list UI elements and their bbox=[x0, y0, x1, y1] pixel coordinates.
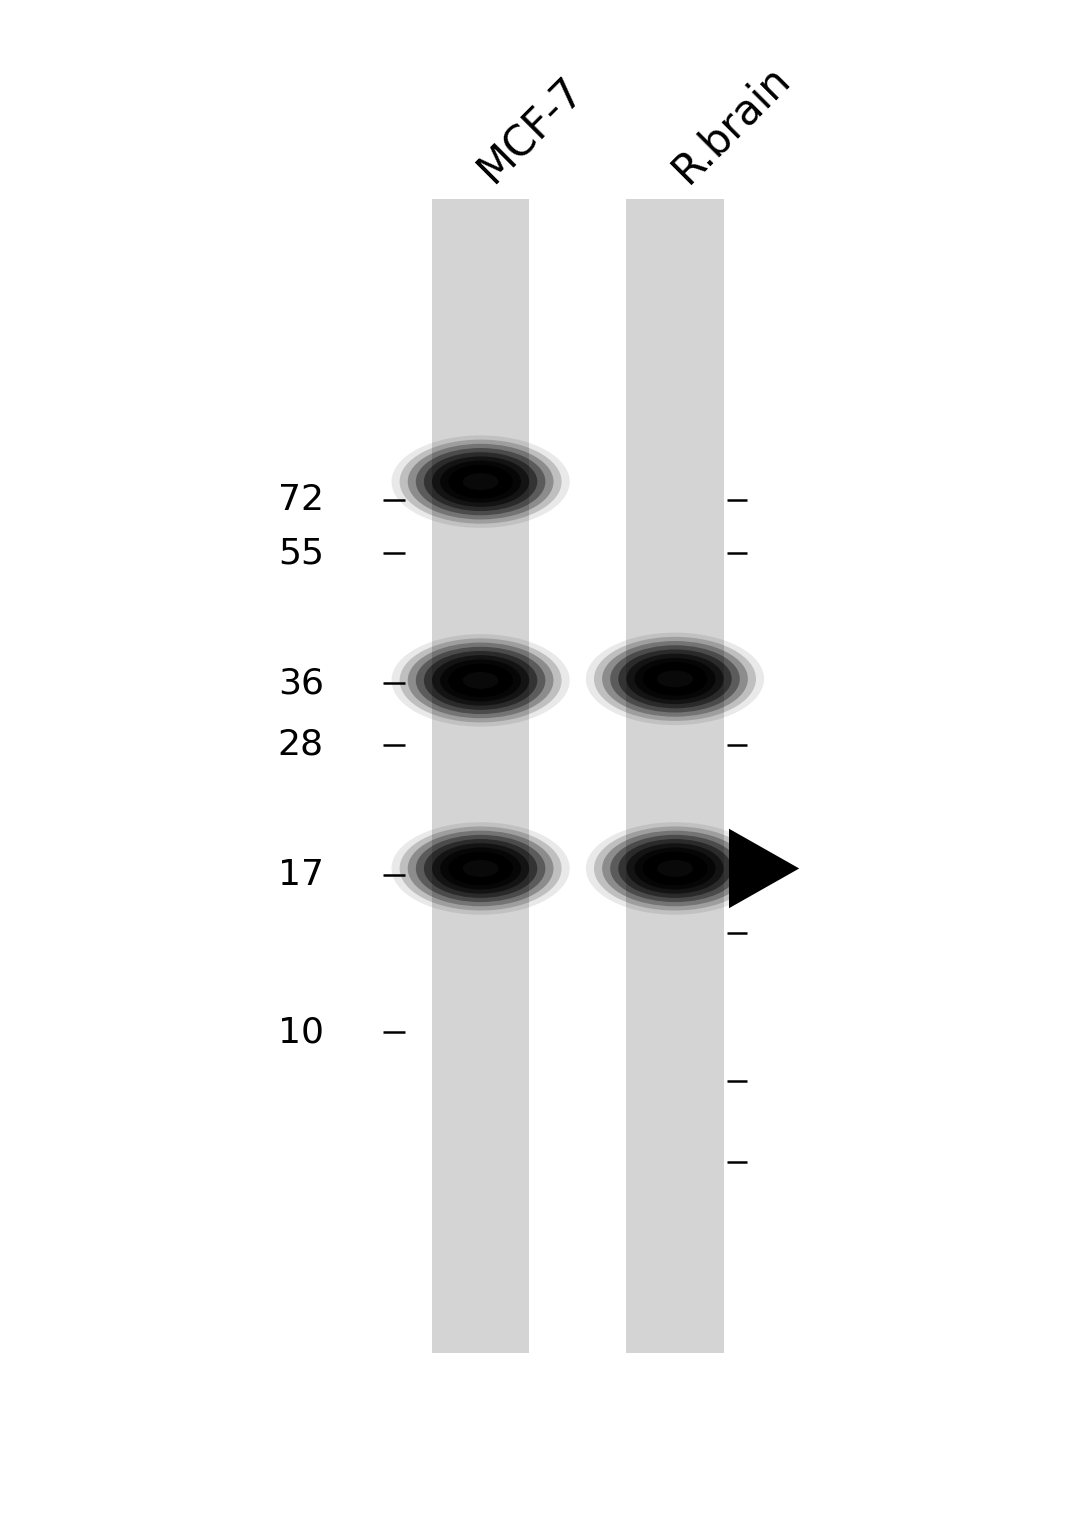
Ellipse shape bbox=[657, 859, 693, 876]
Ellipse shape bbox=[424, 839, 538, 898]
Ellipse shape bbox=[585, 823, 765, 914]
Bar bbox=[432, 199, 529, 1353]
Ellipse shape bbox=[391, 436, 570, 528]
Text: 36: 36 bbox=[278, 667, 324, 700]
Ellipse shape bbox=[594, 636, 756, 720]
Text: 72: 72 bbox=[278, 483, 324, 517]
Polygon shape bbox=[729, 829, 799, 908]
Text: 55: 55 bbox=[278, 537, 324, 570]
Ellipse shape bbox=[416, 835, 545, 902]
Ellipse shape bbox=[618, 650, 732, 708]
Ellipse shape bbox=[603, 641, 748, 717]
Ellipse shape bbox=[610, 645, 740, 713]
Ellipse shape bbox=[424, 453, 538, 511]
Ellipse shape bbox=[626, 842, 724, 893]
Ellipse shape bbox=[424, 651, 538, 709]
Ellipse shape bbox=[432, 842, 529, 893]
Ellipse shape bbox=[594, 826, 756, 910]
Text: MCF-7: MCF-7 bbox=[470, 69, 592, 191]
Ellipse shape bbox=[441, 460, 522, 503]
Ellipse shape bbox=[432, 654, 529, 706]
Text: 28: 28 bbox=[278, 728, 324, 761]
Ellipse shape bbox=[408, 642, 554, 719]
Ellipse shape bbox=[400, 639, 562, 722]
Ellipse shape bbox=[391, 635, 570, 726]
Ellipse shape bbox=[643, 662, 707, 696]
Text: 10: 10 bbox=[278, 1015, 324, 1049]
Ellipse shape bbox=[657, 670, 693, 687]
Ellipse shape bbox=[463, 474, 499, 489]
Ellipse shape bbox=[463, 673, 499, 688]
Ellipse shape bbox=[441, 847, 522, 890]
Ellipse shape bbox=[463, 859, 499, 876]
Ellipse shape bbox=[408, 830, 554, 907]
Ellipse shape bbox=[441, 659, 522, 702]
Ellipse shape bbox=[448, 852, 513, 885]
Ellipse shape bbox=[400, 826, 562, 910]
Ellipse shape bbox=[635, 847, 715, 890]
Text: 17: 17 bbox=[278, 858, 324, 891]
Ellipse shape bbox=[585, 633, 765, 725]
Bar bbox=[626, 199, 724, 1353]
Text: R.brain: R.brain bbox=[664, 57, 798, 191]
Ellipse shape bbox=[416, 647, 545, 714]
Ellipse shape bbox=[643, 852, 707, 885]
Ellipse shape bbox=[610, 835, 740, 902]
Ellipse shape bbox=[391, 823, 570, 914]
Ellipse shape bbox=[432, 456, 529, 508]
Ellipse shape bbox=[408, 443, 554, 520]
Ellipse shape bbox=[618, 839, 732, 898]
Ellipse shape bbox=[400, 440, 562, 523]
Ellipse shape bbox=[626, 653, 724, 703]
Ellipse shape bbox=[448, 465, 513, 498]
Ellipse shape bbox=[448, 664, 513, 697]
Ellipse shape bbox=[603, 830, 748, 907]
Ellipse shape bbox=[416, 448, 545, 515]
Ellipse shape bbox=[635, 657, 715, 700]
